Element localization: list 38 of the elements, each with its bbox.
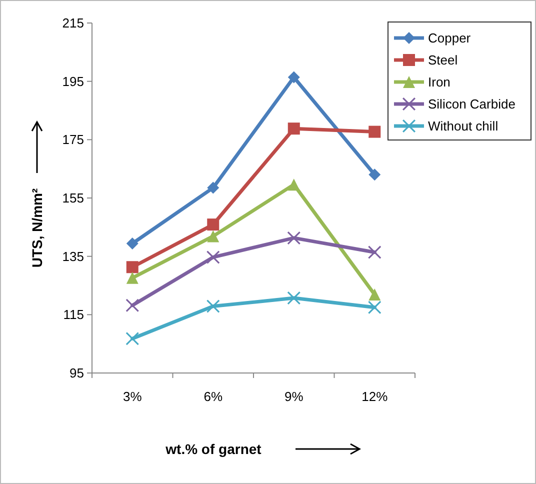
legend-label: Steel (428, 52, 458, 68)
x-tick-label: 12% (362, 389, 388, 404)
point (288, 122, 300, 135)
point (368, 126, 381, 138)
x-axis-title: wt.% of garnet (164, 441, 262, 457)
legend-label: Without chill (428, 118, 498, 134)
point (207, 230, 220, 242)
point (126, 261, 138, 274)
x-tick-label: 9% (284, 389, 304, 404)
point (287, 292, 300, 305)
y-tick-label: 115 (63, 307, 84, 322)
y-tick-label: 175 (62, 132, 84, 148)
point (126, 298, 139, 312)
legend-label: Copper (428, 30, 472, 46)
point (206, 300, 220, 313)
y-tick-label: 195 (62, 74, 84, 89)
point (368, 300, 382, 314)
point (207, 182, 220, 194)
point (207, 218, 220, 231)
point (368, 246, 382, 259)
point (288, 71, 300, 84)
point (126, 272, 138, 284)
point (126, 238, 138, 250)
legend-label: Iron (428, 74, 450, 90)
point (288, 178, 300, 191)
point (368, 288, 381, 301)
y-tick-label: 95 (70, 366, 84, 381)
point (126, 332, 139, 346)
y-tick-label: 155 (62, 190, 84, 206)
x-tick-label: 6% (204, 389, 223, 404)
y-tick-label: 135 (62, 248, 84, 264)
legend-label: Silicon Carbide (428, 96, 516, 112)
y-axis-title: UTS, N/mm² (29, 188, 45, 268)
x-tick-label: 3% (122, 389, 142, 404)
point (287, 231, 300, 244)
point (368, 168, 381, 181)
point (206, 250, 220, 264)
y-tick-label: 215 (62, 16, 84, 31)
